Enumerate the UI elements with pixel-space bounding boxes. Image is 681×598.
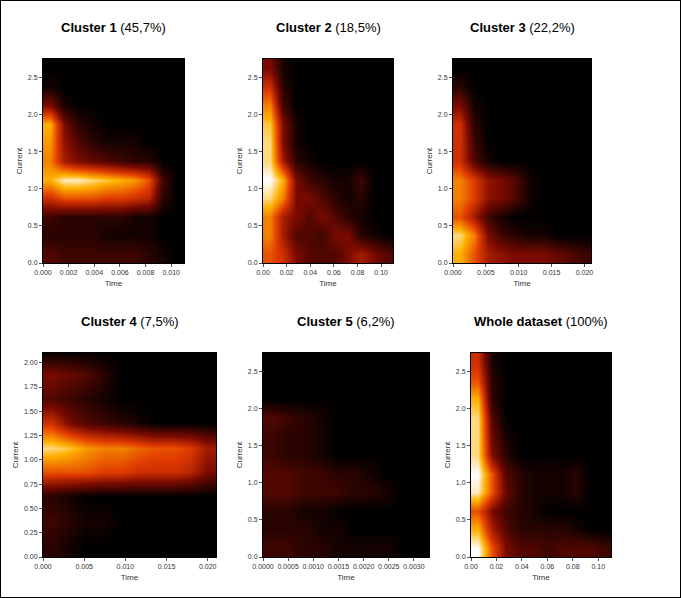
svg-text:0.0: 0.0	[248, 259, 258, 266]
svg-text:1.5: 1.5	[248, 442, 258, 449]
svg-text:0.5: 0.5	[248, 222, 258, 229]
svg-text:1.50: 1.50	[24, 408, 38, 415]
svg-text:0.25: 0.25	[24, 529, 38, 536]
svg-text:0.5: 0.5	[438, 222, 448, 229]
svg-text:0.04: 0.04	[515, 563, 529, 570]
svg-text:0.020: 0.020	[199, 563, 217, 570]
svg-text:Time: Time	[121, 573, 139, 582]
svg-text:2.0: 2.0	[438, 111, 448, 118]
svg-text:0.015: 0.015	[158, 563, 176, 570]
svg-text:1.5: 1.5	[438, 148, 448, 155]
svg-text:Cluster 5 (6,2%): Cluster 5 (6,2%)	[297, 314, 395, 329]
svg-text:0.0015: 0.0015	[328, 563, 350, 570]
svg-text:0.02: 0.02	[280, 269, 294, 276]
svg-text:2.0: 2.0	[456, 405, 466, 412]
svg-text:2.5: 2.5	[438, 74, 448, 81]
svg-text:2.0: 2.0	[248, 405, 258, 412]
svg-text:0.50: 0.50	[24, 505, 38, 512]
svg-text:1.0: 1.0	[456, 479, 466, 486]
svg-text:0.015: 0.015	[543, 269, 561, 276]
svg-text:Cluster 3 (22,2%): Cluster 3 (22,2%)	[470, 20, 575, 35]
svg-text:0.02: 0.02	[490, 563, 504, 570]
svg-text:0.0030: 0.0030	[403, 563, 425, 570]
svg-text:0.04: 0.04	[303, 269, 317, 276]
svg-text:Cluster 1 (45,7%): Cluster 1 (45,7%)	[61, 20, 166, 35]
svg-text:0.0020: 0.0020	[353, 563, 375, 570]
svg-text:Time: Time	[513, 279, 531, 288]
svg-text:Current: Current	[235, 441, 244, 468]
svg-text:0.5: 0.5	[456, 516, 466, 523]
svg-text:0.06: 0.06	[327, 269, 341, 276]
svg-text:2.5: 2.5	[248, 74, 258, 81]
svg-text:0.06: 0.06	[541, 563, 555, 570]
svg-text:Time: Time	[105, 279, 123, 288]
svg-text:1.0: 1.0	[248, 479, 258, 486]
svg-text:0.020: 0.020	[576, 269, 594, 276]
svg-text:0.00: 0.00	[464, 563, 478, 570]
svg-text:0.0: 0.0	[28, 259, 38, 266]
svg-text:Time: Time	[319, 279, 337, 288]
svg-text:0.004: 0.004	[86, 269, 104, 276]
svg-text:Time: Time	[337, 573, 355, 582]
svg-text:0.0: 0.0	[248, 553, 258, 560]
svg-text:0.08: 0.08	[566, 563, 580, 570]
svg-text:0.10: 0.10	[591, 563, 605, 570]
svg-text:0.005: 0.005	[75, 563, 93, 570]
svg-text:0.0010: 0.0010	[303, 563, 325, 570]
svg-text:Cluster 4 (7,5%): Cluster 4 (7,5%)	[81, 314, 179, 329]
svg-text:1.00: 1.00	[24, 456, 38, 463]
svg-text:1.5: 1.5	[28, 148, 38, 155]
svg-text:0.000: 0.000	[34, 269, 52, 276]
svg-text:1.0: 1.0	[438, 185, 448, 192]
svg-text:Current: Current	[235, 147, 244, 174]
svg-text:1.0: 1.0	[28, 185, 38, 192]
svg-text:Cluster 2 (18,5%): Cluster 2 (18,5%)	[276, 20, 381, 35]
svg-text:0.010: 0.010	[162, 269, 180, 276]
svg-text:0.005: 0.005	[477, 269, 495, 276]
svg-text:0.0005: 0.0005	[277, 563, 299, 570]
svg-text:Current: Current	[443, 441, 452, 468]
svg-text:1.25: 1.25	[24, 432, 38, 439]
svg-text:0.0000: 0.0000	[252, 563, 274, 570]
svg-text:1.5: 1.5	[456, 442, 466, 449]
svg-text:0.10: 0.10	[374, 269, 388, 276]
svg-text:0.00: 0.00	[256, 269, 270, 276]
svg-text:0.0: 0.0	[438, 259, 448, 266]
svg-text:0.08: 0.08	[351, 269, 365, 276]
svg-text:Time: Time	[532, 573, 550, 582]
svg-text:Current: Current	[15, 147, 24, 174]
svg-text:1.5: 1.5	[248, 148, 258, 155]
svg-text:Whole dataset (100%): Whole dataset (100%)	[474, 314, 608, 329]
svg-text:0.000: 0.000	[444, 269, 462, 276]
svg-text:1.0: 1.0	[248, 185, 258, 192]
svg-text:0.006: 0.006	[111, 269, 129, 276]
svg-text:0.0025: 0.0025	[378, 563, 400, 570]
svg-text:Current: Current	[11, 441, 20, 468]
svg-text:2.5: 2.5	[456, 368, 466, 375]
svg-text:1.75: 1.75	[24, 383, 38, 390]
svg-text:0.5: 0.5	[28, 222, 38, 229]
svg-text:Current: Current	[425, 147, 434, 174]
svg-text:0.75: 0.75	[24, 481, 38, 488]
svg-text:2.5: 2.5	[28, 74, 38, 81]
svg-text:0.000: 0.000	[34, 563, 52, 570]
svg-text:2.0: 2.0	[248, 111, 258, 118]
svg-text:0.008: 0.008	[137, 269, 155, 276]
svg-text:0.5: 0.5	[248, 516, 258, 523]
svg-text:2.0: 2.0	[28, 111, 38, 118]
svg-text:2.5: 2.5	[248, 368, 258, 375]
svg-text:0.00: 0.00	[24, 553, 38, 560]
svg-text:2.00: 2.00	[24, 359, 38, 366]
svg-text:0.002: 0.002	[60, 269, 78, 276]
svg-text:0.010: 0.010	[117, 563, 135, 570]
svg-text:0.0: 0.0	[456, 553, 466, 560]
svg-text:0.010: 0.010	[510, 269, 528, 276]
